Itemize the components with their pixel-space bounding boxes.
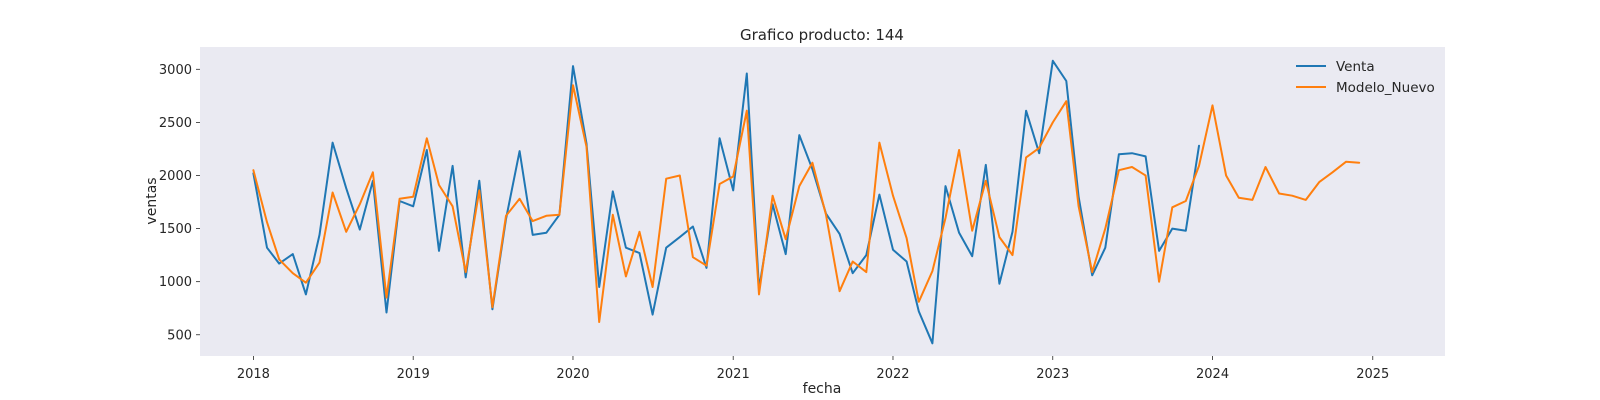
legend-label: Modelo_Nuevo	[1336, 80, 1435, 96]
x-tick-label: 2021	[717, 367, 750, 382]
x-tick-label: 2022	[876, 367, 909, 382]
chart-title: Grafico producto: 144	[740, 26, 904, 44]
legend-label: Venta	[1336, 59, 1375, 75]
x-tick-label: 2024	[1196, 367, 1229, 382]
x-tick-label: 2019	[397, 367, 430, 382]
series-line-venta	[252, 59, 1200, 345]
x-tick-label: 2023	[1036, 367, 1069, 382]
series-layer	[252, 59, 1361, 345]
y-tick-label: 1000	[159, 275, 192, 290]
y-tick-label: 2000	[159, 169, 192, 184]
x-tick-label: 2025	[1356, 367, 1389, 382]
y-axis: 500 1000 1500 2000 2500 3000	[159, 63, 200, 343]
y-tick-label: 500	[167, 328, 192, 343]
x-axis-label: fecha	[803, 381, 842, 397]
y-tick-label: 2500	[159, 116, 192, 131]
x-tick-label: 2018	[237, 367, 270, 382]
y-tick-label: 1500	[159, 222, 192, 237]
x-axis: 2018 2019 2020 2021 2022 2023 2024 2025	[237, 356, 1389, 382]
legend: Venta Modelo_Nuevo	[1296, 59, 1435, 96]
series-line-modelo-nuevo	[252, 84, 1361, 323]
x-tick-label: 2020	[556, 367, 589, 382]
y-tick-label: 3000	[159, 63, 192, 78]
y-axis-label: ventas	[144, 177, 160, 224]
